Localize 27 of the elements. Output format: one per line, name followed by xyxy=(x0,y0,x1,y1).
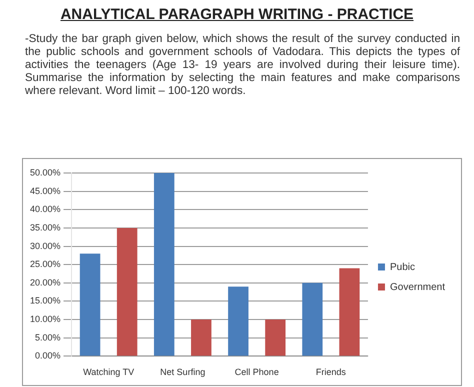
x-tick-label: Cell Phone xyxy=(234,367,279,378)
bar xyxy=(116,228,138,356)
y-tick-label: 10.00% xyxy=(30,314,61,324)
legend-label: Pubic xyxy=(390,262,415,273)
bar xyxy=(80,254,100,356)
y-tick-label: 40.00% xyxy=(30,204,61,214)
y-tick-label: 50.00% xyxy=(30,167,61,178)
y-tick-label: 45.00% xyxy=(30,186,61,196)
y-tick-label: 5.00% xyxy=(34,332,61,342)
x-tick-label: Net Surfing xyxy=(160,367,206,378)
y-tick-label: 25.00% xyxy=(30,259,61,270)
chart-subtitle: -Study the bar graph given below, which shows the result of the survey conducted in the public schools and government schools of Vadodara. This depicts the types of activities the teenagers (Age 13- 19 years are involved during their leisure time). Summarise the information by selecting the main features and make comparisons where relevant. Word limit – 100-120 words. xyxy=(25,33,460,98)
bar xyxy=(154,173,174,356)
y-tick-label: 20.00% xyxy=(30,277,61,288)
bar xyxy=(339,268,360,356)
legend-label: Government xyxy=(390,282,446,293)
bar xyxy=(302,282,323,356)
bar xyxy=(228,286,248,356)
chart-title: ANALYTICAL PARAGRAPH WRITING - PRACTICE xyxy=(59,6,415,23)
y-tick-label: 35.00% xyxy=(30,222,61,232)
bar xyxy=(265,320,286,356)
bar xyxy=(191,320,212,356)
y-tick-label: 15.00% xyxy=(30,296,61,306)
x-tick-label: Friends xyxy=(316,367,346,378)
y-tick-label: 30.00% xyxy=(30,240,61,251)
x-tick-label: Watching TV xyxy=(83,367,134,378)
y-tick-label: 0.00% xyxy=(34,350,61,361)
